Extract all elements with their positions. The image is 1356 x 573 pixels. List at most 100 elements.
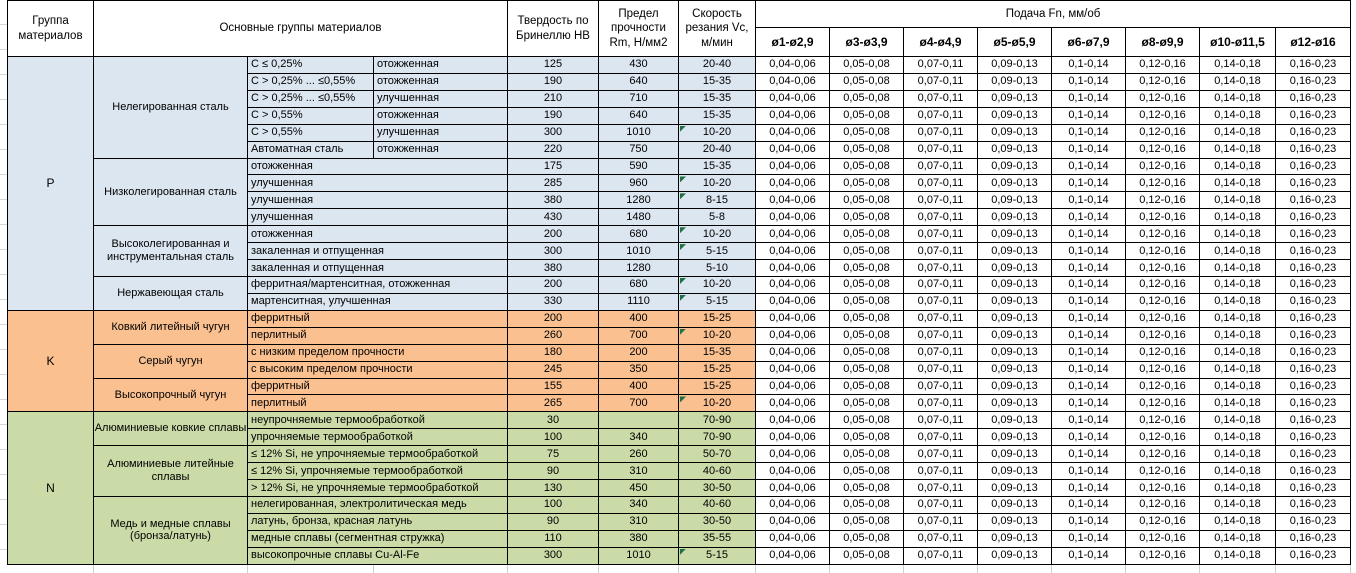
feed-cell[interactable]: 0,09-0,13 <box>977 495 1052 514</box>
feed-cell[interactable]: 0,07-0,11 <box>903 140 978 159</box>
feed-cell[interactable]: 0,1-0,14 <box>1051 106 1126 125</box>
feed-cell[interactable]: 0,14-0,18 <box>1199 89 1276 108</box>
material-cell[interactable]: улучшенная <box>247 191 508 210</box>
feed-cell[interactable]: 0,1-0,14 <box>1051 512 1126 531</box>
family-cell[interactable]: Нелегированная сталь <box>93 56 248 159</box>
feed-cell[interactable]: 0,14-0,18 <box>1199 242 1276 261</box>
feed-cell[interactable]: 0,12-0,16 <box>1125 242 1200 261</box>
feed-cell[interactable]: 0,16-0,23 <box>1274 56 1352 74</box>
feed-cell[interactable]: 0,09-0,13 <box>977 546 1052 565</box>
feed-cell[interactable]: 0,1-0,14 <box>1051 394 1126 413</box>
speed-cell[interactable]: 40-60 <box>678 495 756 514</box>
hardness-cell[interactable]: 300 <box>507 242 599 261</box>
strength-cell[interactable]: 310 <box>598 512 679 531</box>
hardness-cell[interactable]: 155 <box>507 377 599 396</box>
family-cell[interactable]: Алюминиевые литейные сплавы <box>93 445 248 497</box>
speed-cell[interactable]: 10-20 <box>678 225 756 244</box>
family-cell[interactable]: Ковкий литейный чугун <box>93 309 248 345</box>
feed-cell[interactable]: 0,04-0,06 <box>755 479 830 497</box>
feed-cell[interactable]: 0,07-0,11 <box>903 174 978 193</box>
feed-cell[interactable]: 0,12-0,16 <box>1125 394 1200 413</box>
material-cell[interactable]: медные сплавы (сегментная стружка) <box>247 529 508 548</box>
speed-cell[interactable]: 10-20 <box>678 275 756 294</box>
hardness-cell[interactable]: 300 <box>507 123 599 142</box>
group-cell[interactable]: P <box>7 56 94 311</box>
header-diameter-range[interactable]: ø8-ø9,9 <box>1125 27 1200 57</box>
hardness-cell[interactable]: 180 <box>507 343 599 362</box>
feed-cell[interactable]: 0,12-0,16 <box>1125 479 1200 497</box>
strength-cell[interactable]: 340 <box>598 428 679 447</box>
speed-cell[interactable]: 40-60 <box>678 462 756 481</box>
feed-cell[interactable]: 0,14-0,18 <box>1199 529 1276 548</box>
material-cell[interactable]: с низким пределом прочности <box>247 343 508 362</box>
strength-cell[interactable]: 1010 <box>598 123 679 142</box>
strength-cell[interactable]: 700 <box>598 326 679 345</box>
feed-cell[interactable]: 0,1-0,14 <box>1051 89 1126 108</box>
feed-cell[interactable]: 0,1-0,14 <box>1051 411 1126 430</box>
feed-cell[interactable]: 0,04-0,06 <box>755 360 830 379</box>
hardness-cell[interactable]: 130 <box>507 479 599 497</box>
material-cell[interactable]: улучшенная <box>247 208 508 227</box>
feed-cell[interactable]: 0,09-0,13 <box>977 140 1052 159</box>
feed-cell[interactable]: 0,12-0,16 <box>1125 259 1200 277</box>
feed-cell[interactable]: 0,04-0,06 <box>755 377 830 396</box>
feed-cell[interactable]: 0,14-0,18 <box>1199 72 1276 91</box>
header-diameter-range[interactable]: ø12-ø16 <box>1274 27 1352 57</box>
header-cutting-speed[interactable]: Скорость резания Vc, м/мин <box>678 0 756 57</box>
feed-cell[interactable]: 0,09-0,13 <box>977 445 1052 464</box>
hardness-cell[interactable]: 380 <box>507 259 599 277</box>
material-cell[interactable]: нелегированная, электролитическая медь <box>247 495 508 514</box>
hardness-cell[interactable]: 190 <box>507 72 599 91</box>
material-cell[interactable]: улучшенная <box>247 174 508 193</box>
feed-cell[interactable]: 0,04-0,06 <box>755 191 830 210</box>
feed-cell[interactable]: 0,16-0,23 <box>1274 377 1352 396</box>
strength-cell[interactable]: 1010 <box>598 546 679 565</box>
material-cell[interactable]: перлитный <box>247 326 508 345</box>
feed-cell[interactable]: 0,07-0,11 <box>903 191 978 210</box>
speed-cell[interactable]: 10-20 <box>678 326 756 345</box>
hardness-cell[interactable]: 100 <box>507 428 599 447</box>
feed-cell[interactable]: 0,12-0,16 <box>1125 191 1200 210</box>
feed-cell[interactable]: 0,14-0,18 <box>1199 479 1276 497</box>
header-main-material-groups[interactable]: Основные группы материалов <box>93 0 508 57</box>
feed-cell[interactable]: 0,09-0,13 <box>977 123 1052 142</box>
hardness-cell[interactable]: 330 <box>507 292 599 311</box>
feed-cell[interactable]: 0,14-0,18 <box>1199 123 1276 142</box>
feed-cell[interactable]: 0,05-0,08 <box>829 394 904 413</box>
strength-cell[interactable]: 590 <box>598 157 679 176</box>
feed-cell[interactable]: 0,12-0,16 <box>1125 495 1200 514</box>
feed-cell[interactable]: 0,07-0,11 <box>903 479 978 497</box>
feed-cell[interactable]: 0,16-0,23 <box>1274 360 1352 379</box>
hardness-cell[interactable]: 30 <box>507 411 599 430</box>
strength-cell[interactable]: 400 <box>598 309 679 328</box>
strength-cell[interactable]: 1110 <box>598 292 679 311</box>
feed-cell[interactable]: 0,12-0,16 <box>1125 445 1200 464</box>
feed-cell[interactable]: 0,05-0,08 <box>829 529 904 548</box>
material-cell[interactable]: закаленная и отпущенная <box>247 259 508 277</box>
feed-cell[interactable]: 0,04-0,06 <box>755 462 830 481</box>
header-diameter-range[interactable]: ø6-ø7,9 <box>1051 27 1126 57</box>
strength-cell[interactable]: 400 <box>598 377 679 396</box>
feed-cell[interactable]: 0,05-0,08 <box>829 140 904 159</box>
feed-cell[interactable]: 0,07-0,11 <box>903 529 978 548</box>
feed-cell[interactable]: 0,07-0,11 <box>903 259 978 277</box>
feed-cell[interactable]: 0,04-0,06 <box>755 72 830 91</box>
feed-cell[interactable]: 0,07-0,11 <box>903 275 978 294</box>
strength-cell[interactable]: 710 <box>598 89 679 108</box>
feed-cell[interactable]: 0,04-0,06 <box>755 89 830 108</box>
material-cell[interactable]: неупрочняемые термообработкой <box>247 411 508 430</box>
feed-cell[interactable]: 0,05-0,08 <box>829 343 904 362</box>
header-diameter-range[interactable]: ø3-ø3,9 <box>829 27 904 57</box>
strength-cell[interactable]: 310 <box>598 462 679 481</box>
strength-cell[interactable]: 350 <box>598 360 679 379</box>
feed-cell[interactable]: 0,09-0,13 <box>977 360 1052 379</box>
strength-cell[interactable]: 640 <box>598 72 679 91</box>
material-cell[interactable]: ≤ 12% Si, не упрочняемые термообработкой <box>247 445 508 464</box>
strength-cell[interactable]: 680 <box>598 225 679 244</box>
material-cell[interactable]: ферритный <box>247 377 508 396</box>
feed-cell[interactable]: 0,07-0,11 <box>903 72 978 91</box>
speed-cell[interactable]: 5-15 <box>678 546 756 565</box>
feed-cell[interactable]: 0,07-0,11 <box>903 445 978 464</box>
group-cell[interactable]: K <box>7 309 94 413</box>
strength-cell[interactable]: 640 <box>598 106 679 125</box>
